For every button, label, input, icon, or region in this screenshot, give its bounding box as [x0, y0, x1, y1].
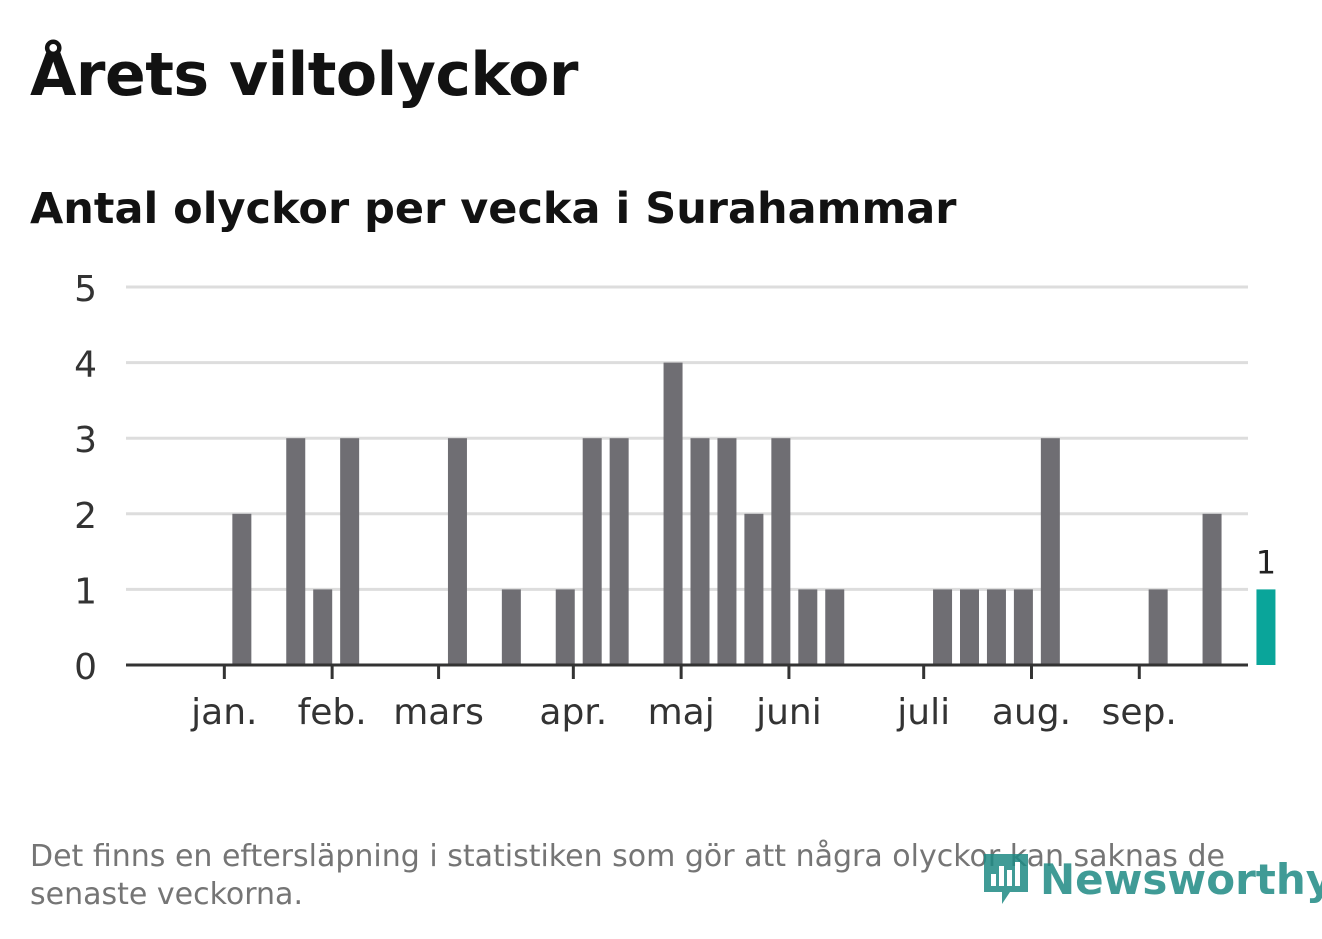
y-tick-label: 3 — [74, 420, 97, 461]
bar — [609, 438, 629, 665]
bar — [825, 589, 845, 665]
bar — [960, 589, 979, 665]
bar — [340, 438, 360, 665]
bar — [1040, 438, 1060, 665]
bar — [663, 362, 683, 665]
x-tick-label: aug. — [992, 692, 1071, 733]
bar — [1013, 589, 1033, 665]
bar — [1148, 589, 1168, 665]
grid-lines — [126, 285, 1248, 591]
y-tick-label: 1 — [74, 571, 97, 612]
bar-highlight — [1256, 589, 1276, 665]
x-tick-label: sep. — [1102, 692, 1177, 733]
bar — [798, 589, 818, 665]
bar — [582, 438, 602, 665]
x-tick-label: jan. — [190, 692, 257, 733]
bars: 1 — [232, 362, 1276, 665]
x-tick-label: apr. — [539, 692, 607, 733]
x-tick-label: mars — [393, 692, 484, 733]
chart-subtitle: Antal olyckor per vecka i Surahammar — [30, 184, 957, 234]
bar — [986, 589, 1006, 665]
y-tick-label: 4 — [74, 345, 97, 386]
x-tick-label: feb. — [298, 692, 367, 733]
bar — [744, 513, 764, 665]
bar — [313, 589, 333, 665]
x-tick-label: juli — [896, 692, 950, 733]
bar — [286, 438, 306, 665]
bar — [690, 438, 710, 665]
newsworthy-logo-icon — [984, 854, 1028, 904]
y-tick-label: 0 — [74, 647, 97, 688]
y-axis-ticks: 0 1 2 3 4 5 — [74, 269, 97, 688]
bar — [555, 589, 575, 665]
y-tick-label: 5 — [74, 269, 97, 310]
x-tick-label: juni — [755, 692, 822, 733]
y-tick-label: 2 — [74, 496, 97, 537]
bar — [933, 589, 953, 665]
bar — [232, 513, 252, 665]
bar-value-label: 1 — [1256, 543, 1276, 581]
bar — [717, 438, 737, 665]
newsworthy-logo: Newsworthy — [980, 848, 1322, 910]
bar-chart: 0 1 2 3 4 5 1 jan. feb. mars apr. maj juni juli aug.… — [74, 269, 1276, 733]
bar — [447, 438, 467, 665]
x-axis-ticks: jan. feb. mars apr. maj juni juli aug. sep. — [190, 665, 1177, 733]
bar — [771, 438, 791, 665]
newsworthy-logo-text: Newsworthy — [1040, 854, 1322, 904]
x-tick-label: maj — [648, 692, 715, 733]
bar — [1202, 513, 1222, 665]
page-title: Årets viltolyckor — [30, 40, 579, 110]
bar — [501, 589, 521, 665]
